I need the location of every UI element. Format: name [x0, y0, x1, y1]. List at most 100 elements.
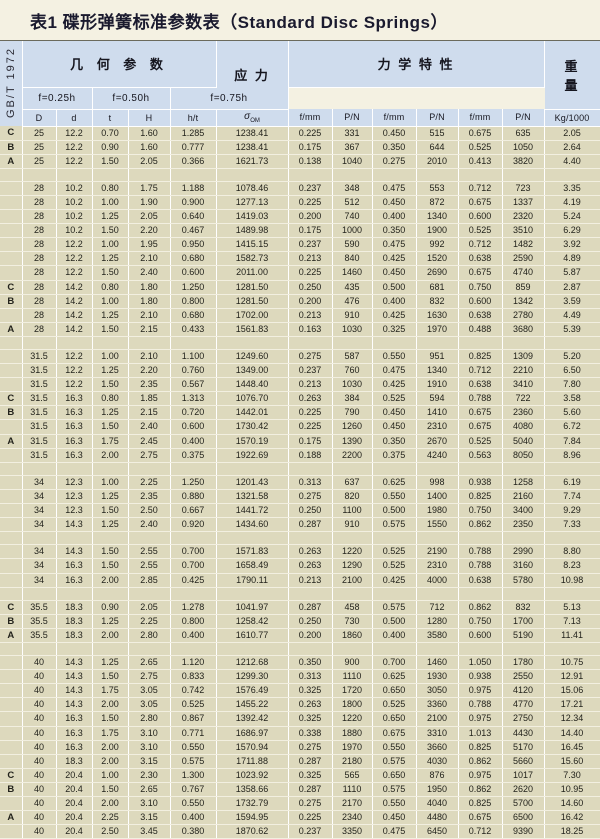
- cell-d: 10.2: [56, 223, 93, 239]
- cell-f-075h: 0.862: [458, 754, 503, 769]
- table-row[interactable]: A 40 20.4 2.25 3.15 0.400 1594.95 0.225 2340 0.45…: [0, 810, 600, 826]
- table-row[interactable]: 28 12.2 1.50 2.40 0.600 2011.00 0.225 1460 0.450…: [0, 265, 600, 281]
- cell-weight: 2.87: [544, 280, 600, 295]
- table-row[interactable]: B 40 20.4 1.50 2.65 0.767 1358.66 0.287 1110 0.57…: [0, 782, 600, 798]
- table-row[interactable]: A 31.5 16.3 1.75 2.45 0.400 1570.19 0.175 1390 0.…: [0, 434, 600, 449]
- table-row[interactable]: 40 18.3 2.00 3.15 0.575 1711.88 0.287 2180 0.575…: [0, 754, 600, 769]
- cell-p-050h: 3580: [416, 628, 459, 643]
- table-row[interactable]: 40 14.3 1.75 3.05 0.742 1576.49 0.325 1720 0.650…: [0, 683, 600, 699]
- table-row[interactable]: 31.5 12.2 1.50 2.35 0.567 1448.40 0.213 1030 0.4…: [0, 377, 600, 393]
- cell-H: 2.10: [128, 251, 171, 267]
- header-col-p1: P/N: [332, 109, 373, 127]
- cell-f-025h: 0.325: [288, 768, 333, 783]
- table-row[interactable]: 34 14.3 1.50 2.55 0.700 1571.83 0.263 1220 0.525…: [0, 544, 600, 560]
- header-col-d: d: [56, 109, 93, 127]
- cell-f-025h: 0.213: [288, 377, 333, 393]
- cell-weight: 7.33: [544, 517, 600, 533]
- page-root: 表1 碟形弹簧标准参数表（Standard Disc Springs）: [0, 12, 600, 839]
- table-row[interactable]: 31.5 12.2 1.25 2.20 0.760 1349.00 0.237 760 0.47…: [0, 363, 600, 379]
- table-row[interactable]: 31.5 16.3 1.50 2.40 0.600 1730.42 0.225 1260 0.4…: [0, 419, 600, 435]
- spacer-cell: [544, 531, 600, 546]
- cell-p-050h: 6450: [416, 824, 459, 839]
- cell-p-075h: 1050: [502, 140, 545, 155]
- cell-h-over-t: 0.680: [170, 251, 217, 267]
- table-row[interactable]: A 28 14.2 1.50 2.15 0.433 1561.83 0.163 1030 0.32…: [0, 322, 600, 337]
- table-row[interactable]: 40 14.3 1.50 2.75 0.833 1299.30 0.313 1110 0.625…: [0, 669, 600, 685]
- cell-p-025h: 910: [332, 517, 373, 533]
- table-row[interactable]: A 35.5 18.3 2.00 2.80 0.400 1610.77 0.200 1860 0.…: [0, 628, 600, 643]
- cell-D: 34: [22, 558, 57, 574]
- table-row[interactable]: C 28 14.2 0.80 1.80 1.250 1281.50 0.250 435 0.500…: [0, 280, 600, 295]
- table-row[interactable]: 40 16.3 2.00 3.10 0.550 1570.94 0.275 1970 0.550…: [0, 740, 600, 755]
- table-row[interactable]: 28 10.2 0.80 1.75 1.188 1078.46 0.237 348 0.475 5…: [0, 181, 600, 196]
- spacer-cell: [128, 462, 171, 476]
- table-row[interactable]: 34 12.3 1.00 2.25 1.250 1201.43 0.313 637 0.625 9…: [0, 475, 600, 490]
- cell-D: 31.5: [22, 434, 57, 449]
- header-col-weight: Kg/1000: [544, 109, 600, 127]
- cell-D: 40: [22, 683, 57, 699]
- table-row[interactable]: 28 10.2 1.00 1.90 0.900 1277.13 0.225 512 0.450 8…: [0, 195, 600, 211]
- spacer-cell: [416, 531, 459, 546]
- cell-f-025h: 0.175: [288, 223, 333, 239]
- spacer-cell: [458, 462, 503, 476]
- table-row[interactable]: 31.5 16.3 2.00 2.75 0.375 1922.69 0.188 2200 0.3…: [0, 448, 600, 463]
- cell-D: 35.5: [22, 628, 57, 643]
- table-row[interactable]: 34 12.3 1.25 2.35 0.880 1321.58 0.275 820 0.550 1…: [0, 489, 600, 505]
- cell-t: 1.50: [92, 154, 129, 169]
- cell-h-over-t: 1.278: [170, 600, 217, 615]
- header-col-f1: f/mm: [288, 109, 333, 127]
- table-row[interactable]: 40 16.3 1.75 3.10 0.771 1686.97 0.338 1880 0.675…: [0, 726, 600, 741]
- table-row[interactable]: 34 12.3 1.50 2.50 0.667 1441.72 0.250 1100 0.500…: [0, 503, 600, 519]
- cell-H: 2.15: [128, 405, 171, 421]
- table-row[interactable]: 28 12.2 1.00 1.95 0.950 1415.15 0.237 590 0.475 9…: [0, 237, 600, 253]
- table-row[interactable]: C 35.5 18.3 0.90 2.05 1.278 1041.97 0.287 458 0.5…: [0, 600, 600, 615]
- table-row[interactable]: A 25 12.2 1.50 2.05 0.366 1621.73 0.138 1040 0.27…: [0, 154, 600, 169]
- cell-f-025h: 0.250: [288, 280, 333, 295]
- cell-t: 1.25: [92, 655, 129, 671]
- cell-f-025h: 0.275: [288, 489, 333, 505]
- cell-h-over-t: 1.250: [170, 280, 217, 295]
- table-row[interactable]: C 31.5 16.3 0.80 1.85 1.313 1076.70 0.263 384 0.5…: [0, 391, 600, 407]
- cell-f-050h: 0.400: [372, 209, 417, 225]
- table-row[interactable]: B 25 12.2 0.90 1.60 0.777 1238.41 0.175 367 0.350…: [0, 140, 600, 155]
- table-row[interactable]: B 35.5 18.3 1.25 2.25 0.800 1258.42 0.250 730 0.5…: [0, 614, 600, 629]
- table-row[interactable]: 40 20.4 2.00 3.10 0.550 1732.79 0.275 2170 0.550…: [0, 796, 600, 812]
- table-row[interactable]: 28 10.2 1.50 2.20 0.467 1489.98 0.175 1000 0.350…: [0, 223, 600, 239]
- cell-f-075h: 0.638: [458, 573, 503, 588]
- cell-p-025h: 790: [332, 405, 373, 421]
- cell-p-050h: 2310: [416, 558, 459, 574]
- cell-weight: 9.29: [544, 503, 600, 519]
- cell-p-075h: 5700: [502, 796, 545, 812]
- cell-class: [0, 448, 23, 463]
- spacer-cell: [56, 336, 93, 351]
- table-row[interactable]: 40 20.4 2.50 3.45 0.380 1870.62 0.237 3350 0.475…: [0, 824, 600, 839]
- cell-class: C: [0, 768, 23, 783]
- table-row[interactable]: 28 12.2 1.25 2.10 0.680 1582.73 0.213 840 0.425 1…: [0, 251, 600, 267]
- table-row[interactable]: 34 16.3 2.00 2.85 0.425 1790.11 0.213 2100 0.425…: [0, 573, 600, 588]
- table-row[interactable]: 28 14.2 1.25 2.10 0.680 1702.00 0.213 910 0.425 1…: [0, 308, 600, 323]
- cell-d: 20.4: [56, 810, 93, 826]
- cell-p-050h: 2310: [416, 419, 459, 435]
- cell-t: 2.00: [92, 573, 129, 588]
- table-row[interactable]: 34 14.3 1.25 2.40 0.920 1434.60 0.287 910 0.575 1…: [0, 517, 600, 533]
- cell-D: 28: [22, 209, 57, 225]
- table-row[interactable]: 40 14.3 1.25 2.65 1.120 1212.68 0.350 900 0.700 1…: [0, 655, 600, 671]
- table-row[interactable]: 34 16.3 1.50 2.55 0.700 1658.49 0.263 1290 0.525…: [0, 558, 600, 574]
- cell-class: [0, 377, 23, 393]
- table-row[interactable]: B 31.5 16.3 1.25 2.15 0.720 1442.01 0.225 790 0.4…: [0, 405, 600, 421]
- table-row[interactable]: 28 10.2 1.25 2.05 0.640 1419.03 0.200 740 0.400 1…: [0, 209, 600, 225]
- table-row[interactable]: B 28 14.2 1.00 1.80 0.800 1281.50 0.200 476 0.400…: [0, 294, 600, 309]
- cell-class: A: [0, 322, 23, 337]
- cell-f-050h: 0.525: [372, 544, 417, 560]
- cell-f-075h: 0.712: [458, 824, 503, 839]
- table-row[interactable]: 31.5 12.2 1.00 2.10 1.100 1249.60 0.275 587 0.55…: [0, 349, 600, 365]
- cell-f-075h: 0.600: [458, 294, 503, 309]
- cell-weight: 15.06: [544, 683, 600, 699]
- spacer-cell: [288, 462, 333, 476]
- cell-f-025h: 0.325: [288, 683, 333, 699]
- table-row[interactable]: C 40 20.4 1.00 2.30 1.300 1023.92 0.325 565 0.650…: [0, 768, 600, 783]
- table-row[interactable]: 40 16.3 1.50 2.80 0.867 1392.42 0.325 1220 0.650…: [0, 711, 600, 727]
- cell-D: 28: [22, 181, 57, 196]
- table-row[interactable]: C 25 12.2 0.70 1.60 1.285 1238.41 0.225 331 0.450…: [0, 126, 600, 141]
- spacer-cell: [0, 168, 23, 182]
